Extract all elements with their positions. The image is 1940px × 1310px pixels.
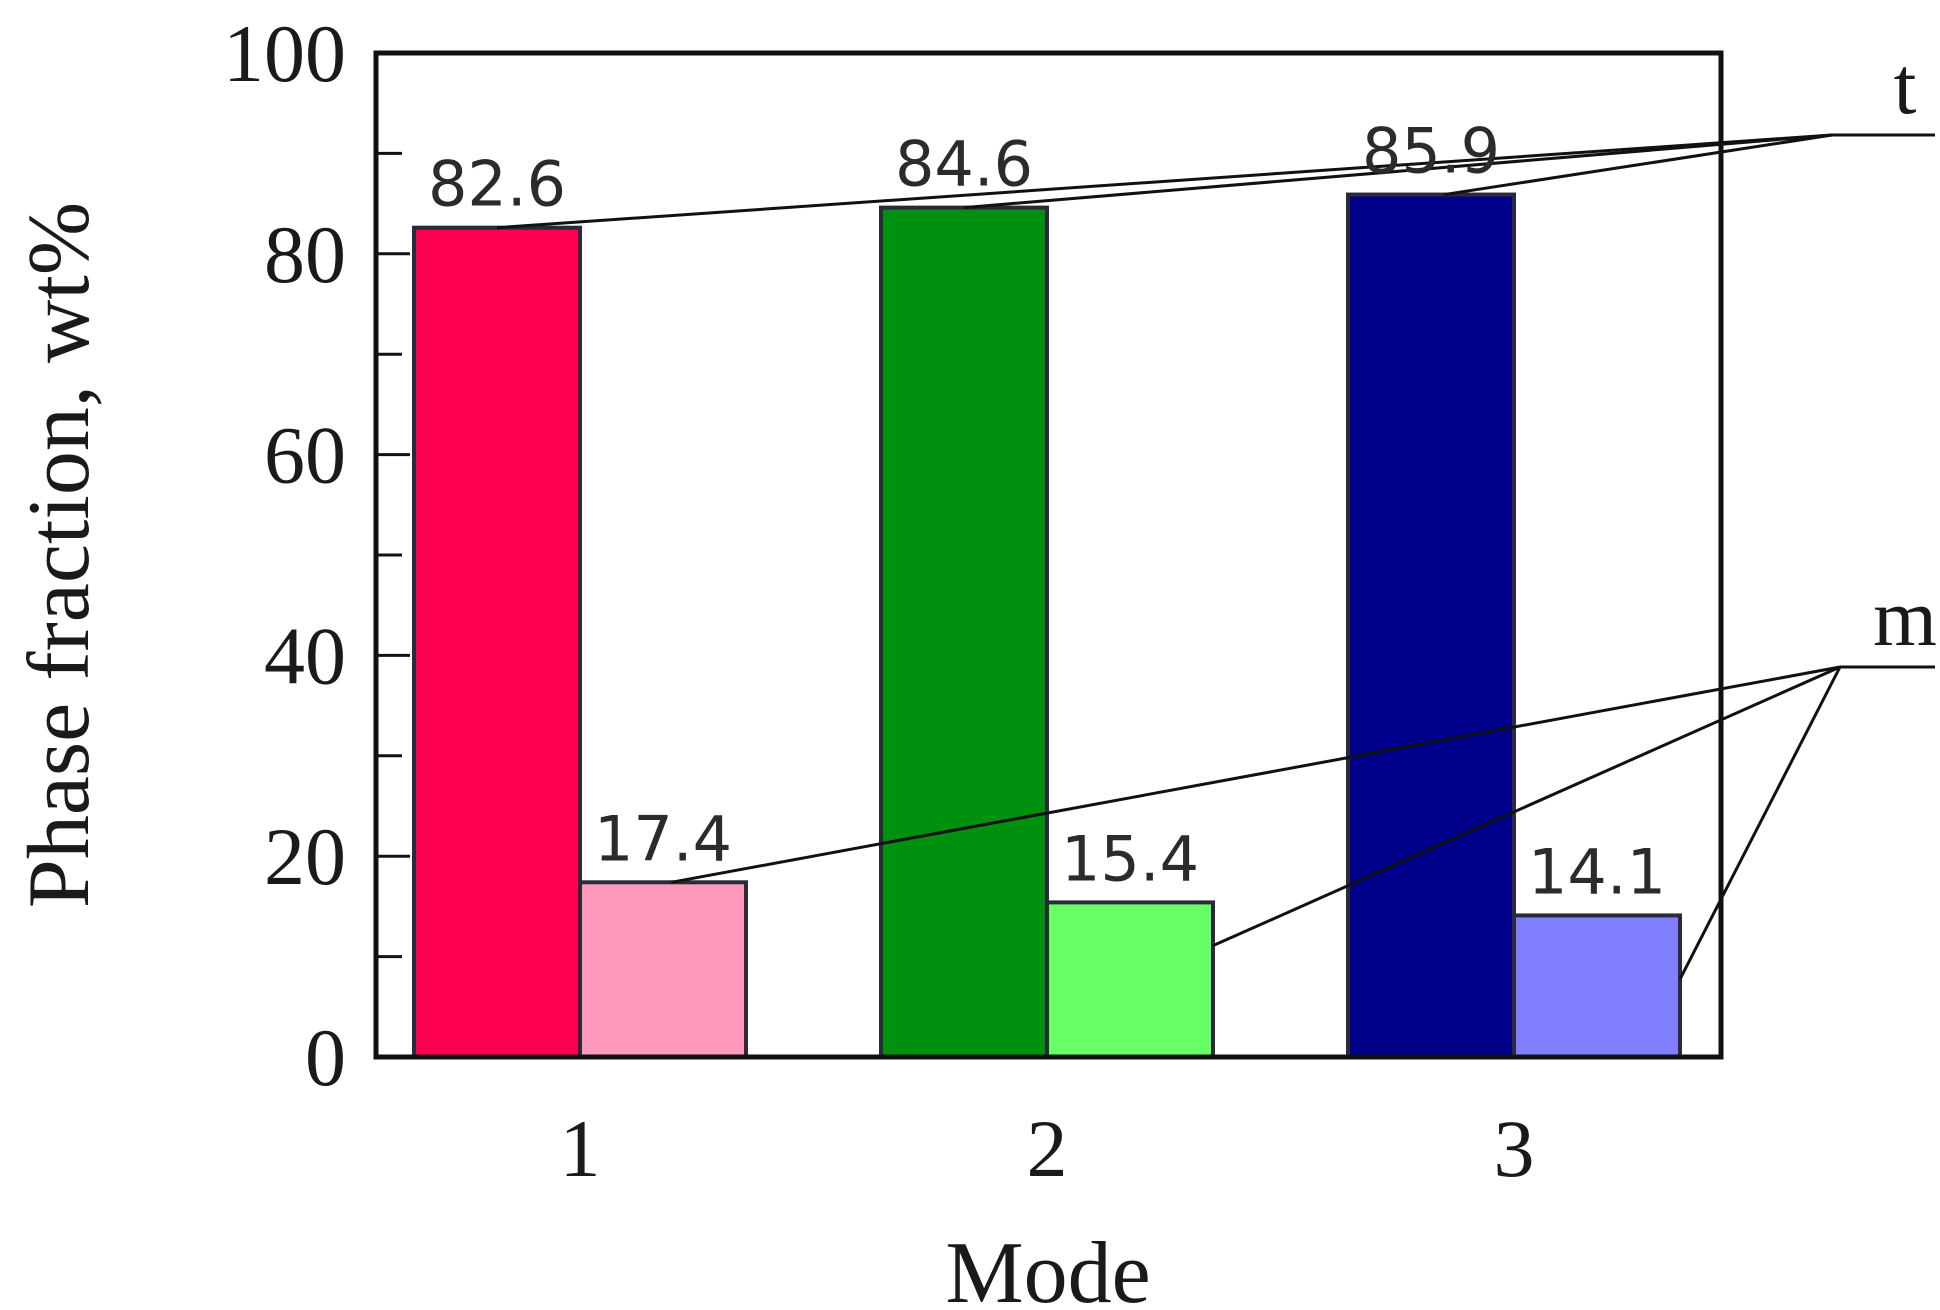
leader-line-m bbox=[1212, 665, 1841, 948]
bars-layer bbox=[412, 192, 1682, 1060]
bar-t-mode-1 bbox=[412, 225, 582, 1060]
x-tick-label: 2 bbox=[1027, 1103, 1068, 1194]
bar-m-mode-1 bbox=[578, 880, 748, 1060]
y-tick-label: 100 bbox=[223, 8, 346, 99]
y-axis-ticks bbox=[376, 51, 410, 1059]
x-tick-label: 1 bbox=[560, 1103, 601, 1194]
y-tick-label: 0 bbox=[305, 1012, 346, 1103]
legend-label-m: m bbox=[1873, 572, 1937, 663]
y-axis-title: Phase fraction, wt% bbox=[11, 202, 108, 908]
data-label: 14.1 bbox=[1528, 835, 1666, 908]
legend-label-t: t bbox=[1894, 40, 1917, 131]
bar-m-mode-3 bbox=[1512, 913, 1682, 1059]
y-tick-label: 20 bbox=[264, 811, 346, 902]
leader-line-m bbox=[1678, 666, 1842, 980]
data-labels: 82.6 17.4 84.6 15.4 85.9 14.1 bbox=[428, 115, 1666, 909]
x-axis-tick-labels: 1 2 3 bbox=[560, 1103, 1535, 1194]
leader-line-m bbox=[671, 665, 1841, 884]
leader-line-t bbox=[963, 133, 1833, 210]
legend-leader-lines bbox=[496, 133, 1935, 980]
y-tick-label: 80 bbox=[264, 209, 346, 300]
data-label: 82.6 bbox=[428, 148, 566, 221]
data-label: 15.4 bbox=[1061, 822, 1199, 895]
leader-line-t bbox=[1444, 133, 1833, 197]
y-tick-label: 60 bbox=[264, 410, 346, 501]
data-label: 85.9 bbox=[1362, 115, 1500, 188]
data-label: 17.4 bbox=[594, 802, 732, 875]
bar-t-mode-3 bbox=[1346, 192, 1516, 1059]
bar-m-mode-2 bbox=[1045, 900, 1215, 1059]
leader-line-t bbox=[496, 133, 1833, 230]
y-axis-tick-labels: 0 20 40 60 80 100 bbox=[223, 8, 346, 1103]
data-label: 84.6 bbox=[895, 128, 1033, 201]
bar-t-mode-2 bbox=[879, 205, 1049, 1059]
x-tick-label: 3 bbox=[1494, 1103, 1535, 1194]
legend: tm bbox=[1873, 40, 1937, 663]
y-tick-label: 40 bbox=[264, 610, 346, 701]
x-axis-title: Mode bbox=[945, 1225, 1150, 1310]
